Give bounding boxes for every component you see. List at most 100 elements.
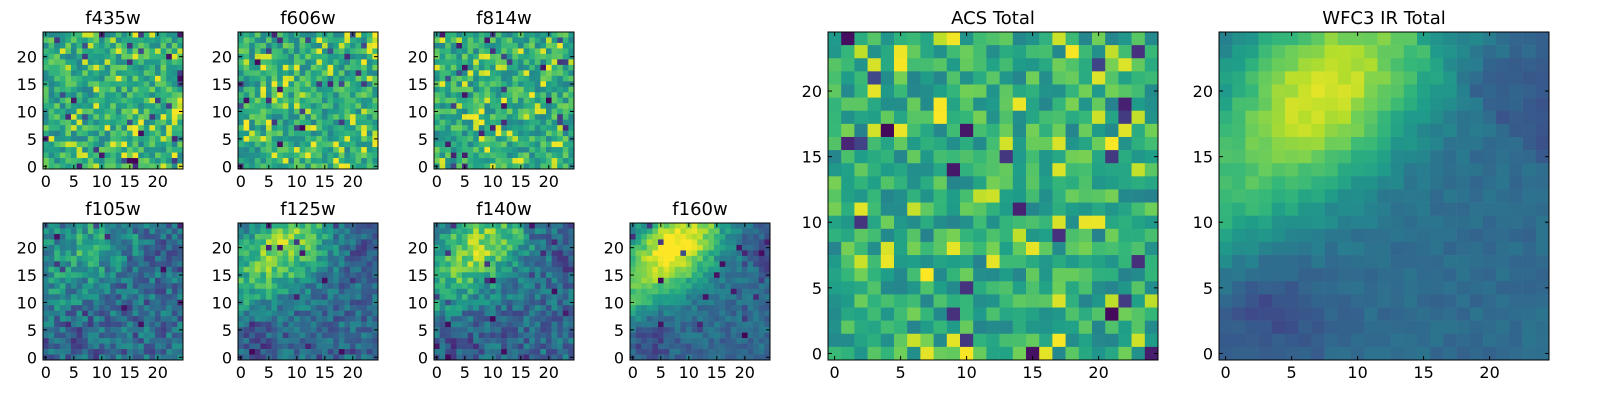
heatmap-cell — [495, 158, 502, 164]
heatmap-cell — [305, 233, 312, 240]
heatmap-cell — [65, 250, 72, 257]
heatmap-cell — [445, 310, 452, 317]
heatmap-cell — [854, 32, 868, 46]
heatmap-cell — [355, 332, 362, 339]
heatmap-cell — [238, 255, 244, 262]
heatmap-cell — [138, 53, 145, 60]
heatmap-cell — [322, 53, 328, 60]
heatmap-cell — [350, 97, 356, 104]
heatmap-cell — [316, 338, 323, 344]
heatmap-cell — [322, 59, 328, 66]
heatmap-cell — [484, 119, 491, 126]
heatmap-cell — [93, 59, 100, 66]
heatmap-cell — [534, 70, 541, 77]
heatmap-cell — [71, 294, 77, 301]
heatmap-cell — [753, 266, 760, 273]
heatmap-cell — [350, 125, 356, 131]
heatmap-cell — [478, 32, 485, 38]
heatmap-cell — [160, 310, 167, 317]
heatmap-cell — [149, 163, 156, 170]
heatmap-cell — [59, 294, 66, 301]
heatmap-cell — [366, 283, 373, 290]
heatmap-cell — [484, 152, 491, 159]
heatmap-cell — [986, 32, 1000, 46]
heatmap-cell — [87, 92, 94, 99]
heatmap-cell — [702, 354, 709, 361]
heatmap-cell — [1131, 71, 1146, 85]
heatmap-cell — [271, 136, 278, 142]
heatmap-cell — [551, 42, 558, 49]
heatmap-cell — [327, 141, 334, 148]
heatmap-cell — [674, 239, 681, 246]
heatmap-cell — [434, 158, 440, 164]
heatmap-cell — [523, 261, 530, 268]
heatmap-cell — [288, 305, 295, 311]
heatmap-cell — [243, 158, 250, 164]
heatmap-cell — [82, 305, 89, 311]
heatmap-cell — [641, 283, 648, 290]
heatmap-cell — [747, 332, 754, 339]
heatmap-cell — [450, 97, 457, 104]
heatmap-cell — [166, 163, 173, 170]
heatmap-cell — [143, 233, 150, 240]
heatmap-cell — [366, 343, 373, 350]
heatmap-cell — [663, 299, 670, 306]
heatmap-cell — [355, 310, 362, 317]
heatmap-cell — [260, 338, 267, 344]
heatmap-cell — [546, 37, 552, 44]
heatmap-cell — [104, 70, 111, 77]
heatmap-cell — [260, 223, 267, 229]
heatmap-cell — [1039, 123, 1053, 138]
heatmap-cell — [366, 228, 373, 235]
heatmap-cell — [534, 327, 541, 333]
heatmap-cell — [316, 130, 323, 137]
heatmap-cell — [540, 163, 547, 170]
heatmap-cell — [294, 141, 300, 148]
heatmap-cell — [540, 250, 547, 257]
heatmap-cell — [99, 48, 105, 55]
heatmap-cell — [277, 338, 284, 344]
heatmap-cell — [171, 103, 178, 110]
heatmap-cell — [669, 299, 676, 306]
heatmap-cell — [294, 147, 300, 153]
heatmap-cell — [361, 250, 368, 257]
heatmap-cell — [71, 97, 77, 104]
heatmap-cell — [238, 310, 244, 317]
heatmap-cell — [456, 244, 463, 251]
heatmap-cell — [127, 349, 133, 355]
heatmap-cell — [764, 277, 771, 284]
heatmap-cell — [76, 354, 83, 361]
heatmap-cell — [127, 59, 133, 66]
heatmap-cell — [946, 136, 961, 151]
heatmap-cell — [946, 150, 961, 164]
heatmap-cell — [445, 147, 452, 153]
heatmap-cell — [366, 48, 373, 55]
heatmap-cell — [456, 272, 463, 279]
heatmap-cell — [484, 283, 491, 290]
heatmap-cell — [490, 283, 496, 290]
heatmap-cell — [986, 215, 1000, 230]
heatmap-cell — [742, 266, 748, 273]
heatmap-cell — [282, 332, 289, 339]
heatmap-cell — [501, 266, 508, 273]
heatmap-cell — [529, 92, 536, 99]
heatmap-cell — [456, 266, 463, 273]
heatmap-cell — [344, 272, 351, 279]
heatmap-cell — [546, 272, 552, 279]
heatmap-cell — [568, 310, 575, 317]
axes-frame — [433, 31, 575, 170]
heatmap-cell — [529, 141, 536, 148]
heatmap-cell — [166, 81, 173, 88]
heatmap-cell — [48, 228, 55, 235]
heatmap-cell — [59, 86, 66, 93]
heatmap-cell — [462, 64, 468, 71]
heatmap-cell — [361, 255, 368, 262]
heatmap-cell — [546, 75, 552, 82]
heatmap-cell — [277, 294, 284, 301]
heatmap-cell — [338, 158, 345, 164]
heatmap-cell — [115, 349, 122, 355]
heatmap-cell — [646, 233, 653, 240]
heatmap-cell — [439, 343, 446, 350]
heatmap-cell — [557, 327, 564, 333]
heatmap-cell — [104, 130, 111, 137]
